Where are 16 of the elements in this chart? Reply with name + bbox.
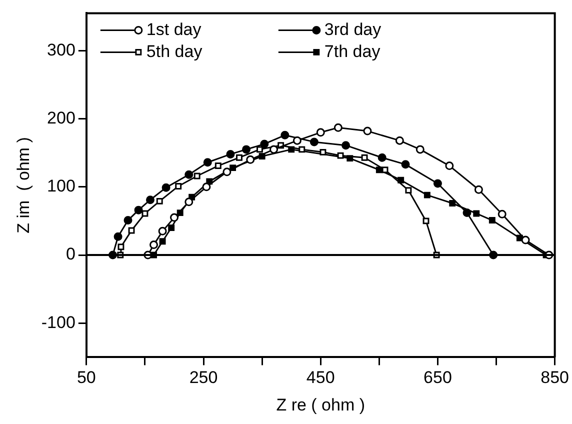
x-tick-label: 50 xyxy=(76,368,96,388)
y-tick-label: 300 xyxy=(47,40,76,60)
legend-label: 7th day xyxy=(324,42,381,61)
x-tick-label: 850 xyxy=(540,368,570,388)
x-axis-title: Z re ( ohm ) xyxy=(276,395,366,414)
y-tick-label: 200 xyxy=(47,108,76,128)
x-tick-label: 250 xyxy=(189,368,218,388)
legend-label: 1st day xyxy=(146,20,202,39)
y-tick-label: -100 xyxy=(41,312,76,332)
x-tick-label: 450 xyxy=(306,368,335,388)
y-tick-label: 100 xyxy=(47,176,76,196)
y-tick-label: 0 xyxy=(66,244,76,264)
legend-label: 3rd day xyxy=(324,20,382,39)
y-axis-title: Z im ( ohm ) xyxy=(14,137,33,234)
x-tick-label: 650 xyxy=(424,368,452,388)
legend-label: 5th day xyxy=(146,42,203,61)
